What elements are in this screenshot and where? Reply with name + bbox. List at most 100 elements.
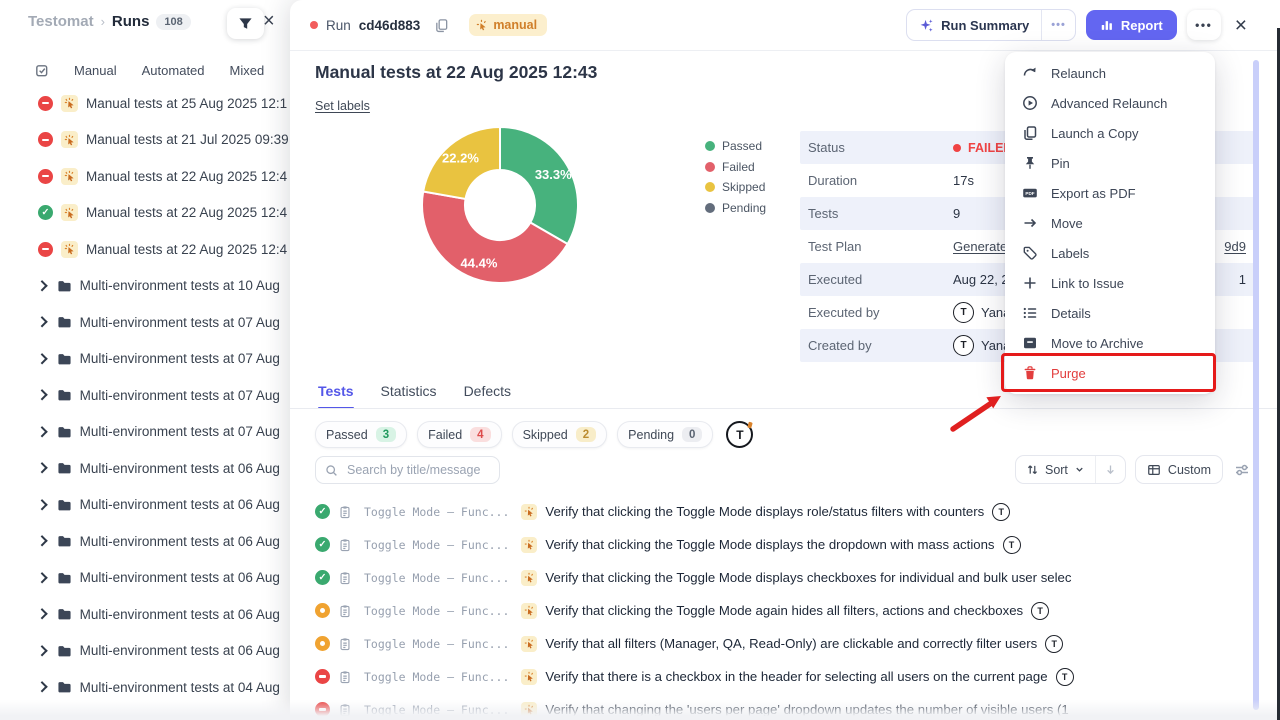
test-plan-link-end[interactable]: 9d9 [1224,239,1246,254]
menu-item-labels[interactable]: Labels [1005,238,1215,268]
manual-run-icon [61,240,78,258]
sort-button-group: Sort [1014,455,1126,484]
menu-item-export-as-pdf[interactable]: PDF Export as PDF [1005,178,1215,208]
select-all-icon[interactable] [34,63,49,78]
suite-name[interactable]: Toggle Mode – Func... [364,636,510,651]
brand-link[interactable]: Testomat [28,13,94,30]
test-row[interactable]: Toggle Mode – Func... Verify that clicki… [315,594,1280,627]
test-title[interactable]: Verify that all filters (Manager, QA, Re… [545,636,1038,651]
suite-name[interactable]: Toggle Mode – Func... [364,504,510,519]
test-plan-link[interactable]: Generate [953,239,1008,254]
menu-item-link-to-issue[interactable]: Link to Issue [1005,268,1215,298]
menu-item-pin[interactable]: Pin [1005,148,1215,178]
run-list-item[interactable]: Manual tests at 25 Aug 2025 12:1 [0,85,290,122]
tab-defects[interactable]: Defects [463,383,512,399]
status-filter-chip[interactable]: Pending 0 [617,421,714,448]
test-row[interactable]: Toggle Mode – Func... Verify that there … [315,660,1280,693]
tab-tests[interactable]: Tests [318,383,354,409]
testomat-t-icon: T [1002,535,1021,554]
run-list-item[interactable]: Multi-environment tests at 07 Aug [0,414,290,451]
test-title[interactable]: Verify that clicking the Toggle Mode dis… [545,537,995,552]
page-title: Runs [111,13,150,30]
suite-name[interactable]: Toggle Mode – Func... [364,702,510,717]
run-list-item[interactable]: Multi-environment tests at 07 Aug [0,341,290,378]
run-list-item[interactable]: Manual tests at 22 Aug 2025 12:4 [0,231,290,268]
run-list-item[interactable]: Multi-environment tests at 07 Aug [0,304,290,341]
test-title[interactable]: Verify that clicking the Toggle Mode dis… [545,570,1072,585]
suite-name[interactable]: Toggle Mode – Func... [364,669,510,684]
test-row[interactable]: Toggle Mode – Func... Verify that clicki… [315,528,1280,561]
close-panel-icon[interactable]: × [1234,13,1247,37]
sort-direction-button[interactable] [1094,456,1125,483]
run-summary-more-button[interactable]: ••• [1041,10,1075,40]
expand-chevron-icon[interactable] [36,462,48,474]
table-row: Executed by T Yana [800,296,1256,329]
menu-item-move[interactable]: Move [1005,208,1215,238]
custom-columns-button[interactable]: Custom [1134,455,1223,484]
run-title: Manual tests at 22 Aug 2025 12:4 [86,205,288,221]
status-filter-chip[interactable]: Passed 3 [315,421,408,448]
panel-scrollbar[interactable] [1253,60,1259,710]
test-title[interactable]: Verify that changing the 'users per page… [545,702,1069,717]
expand-chevron-icon[interactable] [36,535,48,547]
copy-icon[interactable] [434,18,449,33]
menu-item-purge[interactable]: Purge [1005,358,1215,388]
manual-badge[interactable]: manual [469,14,548,36]
tab-statistics[interactable]: Statistics [380,383,437,399]
expand-chevron-icon[interactable] [36,499,48,511]
menu-item-launch-a-copy[interactable]: Launch a Copy [1005,118,1215,148]
status-filter-chip[interactable]: Skipped 2 [511,421,608,448]
legend-item: Skipped [705,180,766,194]
tab-mixed[interactable]: Mixed [229,63,265,78]
run-list-item[interactable]: Multi-environment tests at 07 Aug [0,377,290,414]
status-filter-chip[interactable]: Failed 4 [417,421,502,448]
run-summary-button[interactable]: Run Summary ••• [906,9,1076,41]
menu-item-advanced-relaunch[interactable]: Advanced Relaunch [1005,88,1215,118]
test-row[interactable]: Toggle Mode – Func... Verify that clicki… [315,561,1280,594]
more-actions-button[interactable]: ••• [1186,10,1221,40]
expand-chevron-icon[interactable] [36,572,48,584]
expand-chevron-icon[interactable] [36,353,48,365]
menu-item-details[interactable]: Details [1005,298,1215,328]
suite-name[interactable]: Toggle Mode – Func... [364,537,510,552]
tab-automated[interactable]: Automated [141,63,205,78]
expand-chevron-icon[interactable] [36,608,48,620]
menu-item-move-to-archive[interactable]: Move to Archive [1005,328,1215,358]
expand-chevron-icon[interactable] [36,645,48,657]
test-row[interactable]: Toggle Mode – Func... Verify that changi… [315,693,1280,720]
expand-chevron-icon[interactable] [36,426,48,438]
tab-u-cut[interactable]: U [289,63,290,78]
suite-name[interactable]: Toggle Mode – Func... [364,570,510,585]
testomat-t-filter-icon[interactable]: T [726,421,754,448]
suite-name[interactable]: Toggle Mode – Func... [364,603,510,618]
tab-manual[interactable]: Manual [74,63,117,78]
menu-item-relaunch[interactable]: Relaunch [1005,58,1215,88]
run-list-item[interactable]: Multi-environment tests at 06 Aug [0,596,290,633]
run-list-item[interactable]: Manual tests at 21 Jul 2025 09:39 [0,122,290,159]
expand-chevron-icon[interactable] [36,316,48,328]
test-row[interactable]: Toggle Mode – Func... Verify that all fi… [315,627,1280,660]
run-list-item[interactable]: Multi-environment tests at 04 Aug [0,669,290,706]
run-list-item[interactable]: Multi-environment tests at 06 Aug [0,633,290,670]
run-list-item[interactable]: Manual tests at 22 Aug 2025 12:4 [0,158,290,195]
run-list-item[interactable]: Multi-environment tests at 06 Aug [0,487,290,524]
run-list-item[interactable]: Multi-environment tests at 06 Aug [0,450,290,487]
run-list-item[interactable]: Multi-environment tests at 10 Aug [0,268,290,305]
report-button[interactable]: Report [1085,10,1177,40]
test-title[interactable]: Verify that clicking the Toggle Mode dis… [545,504,985,519]
test-title[interactable]: Verify that clicking the Toggle Mode aga… [545,603,1024,618]
expand-chevron-icon[interactable] [36,681,48,693]
search-input[interactable] [345,462,490,478]
sidebar-close-icon[interactable]: × [263,10,275,32]
test-row[interactable]: Toggle Mode – Func... Verify that clicki… [315,495,1280,528]
run-list-item[interactable]: Multi-environment tests at 06 Aug [0,523,290,560]
run-list-item[interactable]: Multi-environment tests at 06 Aug [0,560,290,597]
expand-chevron-icon[interactable] [36,389,48,401]
filter-settings-icon[interactable] [1234,462,1250,478]
test-title[interactable]: Verify that there is a checkbox in the h… [545,669,1048,684]
filter-button[interactable] [227,8,264,39]
set-labels-link[interactable]: Set labels [315,99,370,113]
expand-chevron-icon[interactable] [36,280,48,292]
sort-button[interactable]: Sort [1016,463,1095,477]
run-list-item[interactable]: Manual tests at 22 Aug 2025 12:4 [0,195,290,232]
